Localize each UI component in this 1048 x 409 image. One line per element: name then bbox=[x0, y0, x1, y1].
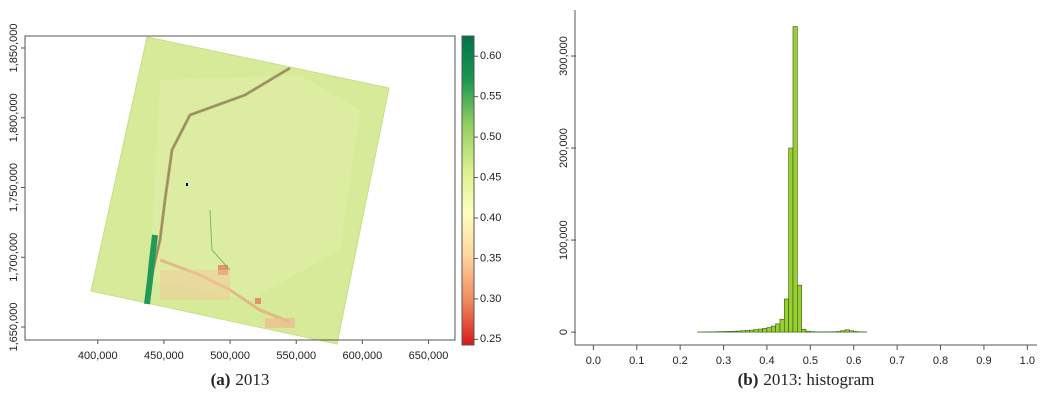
bar bbox=[766, 327, 772, 333]
x-tick-label: 0.9 bbox=[976, 355, 991, 367]
bar bbox=[797, 284, 802, 333]
colorbar-tick-label: 0.35 bbox=[480, 252, 501, 264]
x-tick-label: 0.5 bbox=[803, 355, 818, 367]
y-tick-label: 1,700,000 bbox=[8, 233, 20, 282]
bar bbox=[788, 147, 794, 333]
bar bbox=[753, 329, 759, 333]
bar bbox=[784, 298, 789, 333]
colorbar-tick-label: 0.55 bbox=[480, 91, 501, 103]
x-tick-label: 0.8 bbox=[933, 355, 948, 367]
x-tick-label: 400,000 bbox=[78, 350, 118, 362]
x-tick-label: 1.0 bbox=[1020, 355, 1035, 367]
bar bbox=[853, 331, 859, 333]
x-tick-label: 650,000 bbox=[409, 350, 449, 362]
colorbar bbox=[461, 35, 475, 346]
x-tick-label: 0.2 bbox=[673, 355, 688, 367]
bar bbox=[849, 330, 855, 333]
bar bbox=[792, 26, 798, 333]
x-tick-label: 0.6 bbox=[846, 355, 861, 367]
caption-label: (a) bbox=[211, 370, 231, 389]
caption-text: 2013: histogram bbox=[763, 370, 874, 389]
bar bbox=[762, 328, 768, 333]
bar bbox=[775, 323, 781, 333]
caption-label: (b) bbox=[738, 370, 759, 389]
bar bbox=[840, 330, 846, 333]
bar bbox=[779, 318, 785, 333]
y-tick-label: 300,000 bbox=[558, 36, 570, 76]
caption: (a) 2013 bbox=[211, 370, 270, 389]
x-tick-label: 500,000 bbox=[210, 350, 250, 362]
x-tick-label: 0.4 bbox=[759, 355, 774, 367]
colorbar-tick-label: 0.50 bbox=[480, 131, 501, 143]
x-tick-label: 450,000 bbox=[144, 350, 184, 362]
y-tick-label: 1,650,000 bbox=[8, 303, 20, 352]
caption: (b) 2013: histogram bbox=[738, 370, 875, 389]
bar bbox=[731, 330, 737, 333]
x-tick-label: 600,000 bbox=[343, 350, 383, 362]
x-tick-label: 0.0 bbox=[586, 355, 601, 367]
bar bbox=[727, 331, 733, 333]
bar bbox=[801, 329, 807, 333]
y-tick-label: 0 bbox=[558, 329, 570, 335]
bar bbox=[744, 330, 750, 333]
x-tick-label: 0.1 bbox=[629, 355, 644, 367]
raster-image bbox=[90, 36, 390, 345]
bar bbox=[844, 329, 850, 333]
bar bbox=[736, 330, 742, 333]
bar bbox=[805, 330, 811, 333]
bar bbox=[836, 331, 842, 333]
y-tick-label: 1,800,000 bbox=[8, 93, 20, 142]
colorbar-tick-label: 0.25 bbox=[480, 333, 501, 345]
x-tick-label: 0.7 bbox=[889, 355, 904, 367]
x-tick-label: 0.3 bbox=[716, 355, 731, 367]
colorbar-tick-label: 0.45 bbox=[480, 171, 501, 183]
y-tick-label: 100,000 bbox=[558, 220, 570, 260]
bar bbox=[749, 329, 755, 333]
colorbar-tick-label: 0.40 bbox=[480, 212, 501, 224]
y-tick-label: 1,850,000 bbox=[8, 24, 20, 73]
colorbar-tick-label: 0.30 bbox=[480, 293, 501, 305]
bar bbox=[770, 325, 776, 333]
bar bbox=[757, 328, 763, 333]
bar bbox=[723, 331, 729, 333]
colorbar-tick-label: 0.60 bbox=[480, 50, 501, 62]
y-tick-label: 200,000 bbox=[558, 128, 570, 168]
caption-text: 2013 bbox=[235, 370, 269, 389]
y-tick-label: 1,750,000 bbox=[8, 163, 20, 212]
x-tick-label: 550,000 bbox=[276, 350, 316, 362]
bar bbox=[740, 330, 746, 333]
